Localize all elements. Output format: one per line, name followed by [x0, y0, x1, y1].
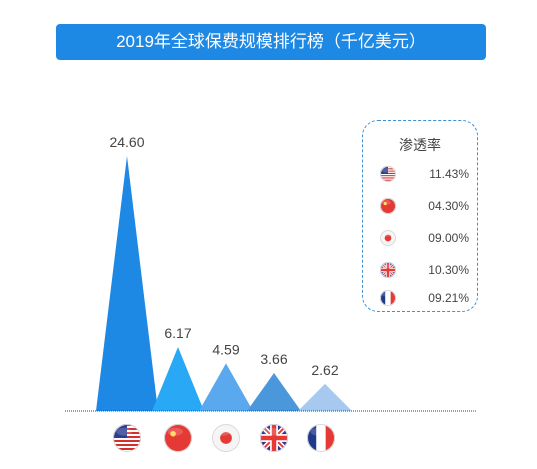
legend-title: 渗透率 — [399, 137, 441, 153]
legend-value: 10.30% — [428, 263, 469, 277]
bar-英国 — [247, 373, 301, 411]
us-flag-icon — [380, 166, 396, 182]
us-flag-icon — [113, 424, 141, 452]
penetration-legend: 渗透率 11.43% 04.30% 09.00% 10.30% 09.21% — [362, 120, 478, 312]
bars-layer — [96, 156, 352, 411]
flags-layer — [113, 424, 335, 452]
china-flag-icon — [380, 198, 396, 214]
china-flag-icon — [164, 424, 192, 452]
france-flag-icon — [380, 290, 396, 306]
legend-value: 09.21% — [428, 291, 469, 305]
value-label: 2.62 — [311, 362, 338, 378]
chart-title: 2019年全球保费规模排行榜（千亿美元） — [56, 24, 486, 60]
value-label: 6.17 — [164, 325, 191, 341]
legend-row: 11.43% — [379, 165, 469, 183]
japan-flag-icon — [380, 230, 396, 246]
legend-row: 04.30% — [379, 197, 469, 215]
value-label: 4.59 — [212, 341, 239, 357]
value-label: 24.60 — [109, 134, 144, 150]
uk-flag-icon — [380, 262, 396, 278]
bar-中国 — [152, 347, 204, 411]
japan-flag-icon — [212, 424, 240, 452]
value-labels-layer: 24.60 6.17 4.59 3.66 2.62 — [109, 134, 338, 378]
legend-row: 10.30% — [379, 261, 469, 279]
bar-法国 — [298, 383, 352, 411]
legend-value: 04.30% — [428, 199, 469, 213]
bar-日本 — [199, 363, 253, 411]
bar-美国 — [96, 156, 158, 411]
legend-row: 09.21% — [379, 289, 469, 307]
legend-value: 09.00% — [428, 231, 469, 245]
legend-row: 09.00% — [379, 229, 469, 247]
legend-value: 11.43% — [429, 167, 469, 181]
value-label: 3.66 — [260, 351, 287, 367]
uk-flag-icon — [260, 424, 288, 452]
france-flag-icon — [307, 424, 335, 452]
